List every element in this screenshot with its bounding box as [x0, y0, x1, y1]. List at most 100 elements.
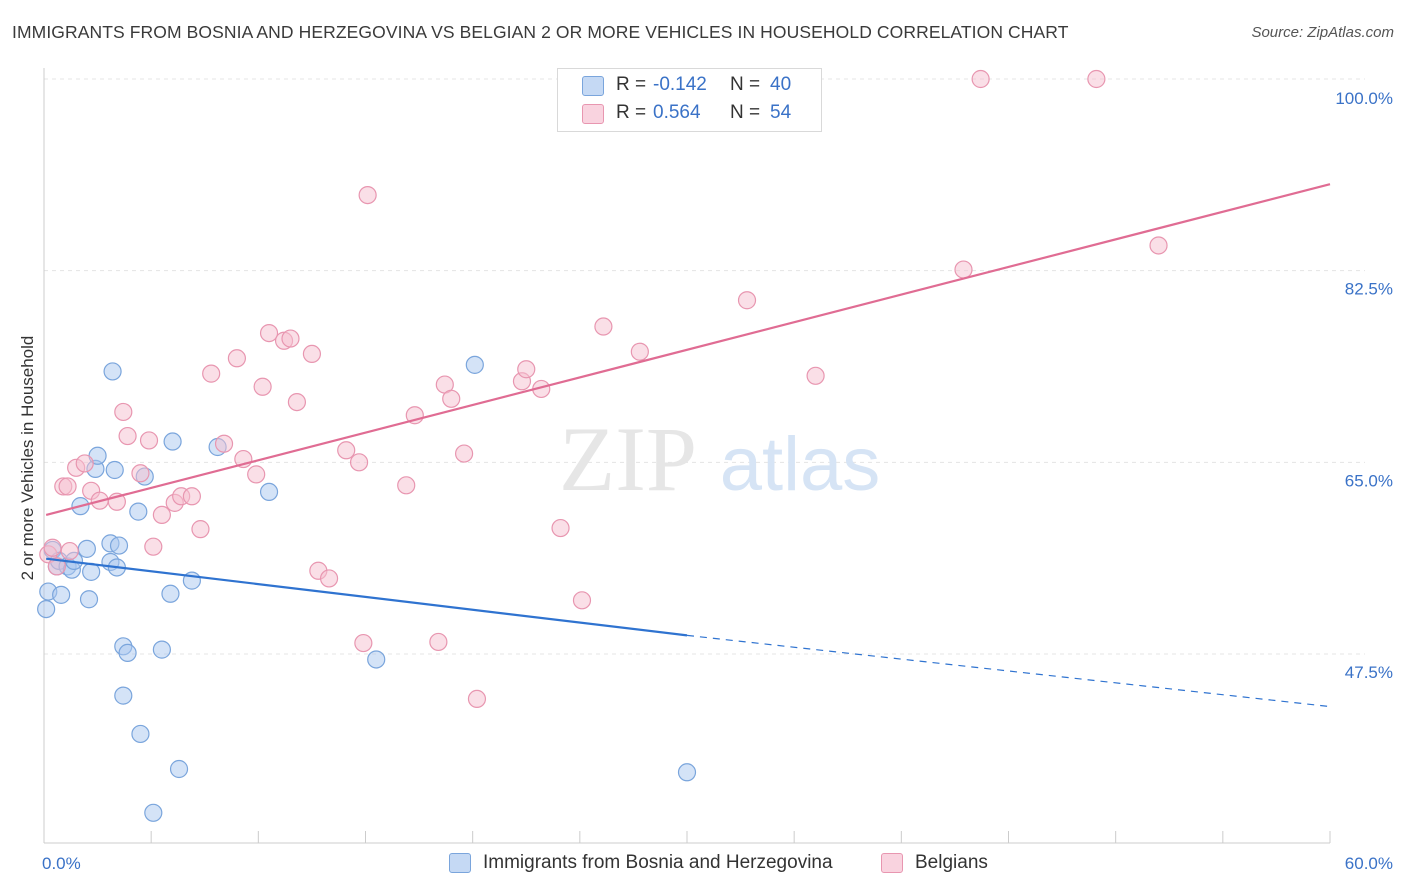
watermark-atlas: atlas [720, 422, 881, 507]
tick-labels: 47.5% 65.0% 82.5% 100.0% 0.0% 60.0% [42, 89, 1393, 873]
data-point-pink [114, 402, 133, 422]
data-point-blue [118, 643, 137, 663]
data-point-pink [442, 389, 461, 408]
data-point-pink [806, 366, 825, 385]
trend-line-extension-blue [686, 634, 1331, 708]
data-point-pink [60, 541, 79, 561]
data-point-pink [1087, 69, 1106, 89]
data-point-pink [319, 569, 339, 588]
data-point-blue [77, 539, 96, 558]
data-point-pink [594, 317, 613, 336]
data-point-pink [118, 426, 137, 446]
chart-title: IMMIGRANTS FROM BOSNIA AND HERZEGOVINA V… [12, 22, 1069, 42]
y-tick-label: 65.0% [1345, 471, 1393, 490]
data-point-pink [354, 633, 373, 653]
watermark: ZIP atlas [559, 408, 880, 510]
trend-line-pink [45, 183, 1331, 516]
bottom-legend-item-blue: Immigrants from Bosnia and Herzegovina [449, 852, 833, 874]
data-point-pink [227, 349, 246, 368]
data-point-pink [971, 69, 990, 89]
data-point-blue [129, 502, 148, 521]
bottom-legend-label-pink: Belgians [915, 852, 988, 873]
data-point-blue [109, 536, 129, 555]
data-point-pink [75, 454, 94, 473]
data-point-pink [551, 518, 570, 538]
data-point-pink [429, 632, 448, 652]
data-point-blue [37, 599, 56, 619]
data-point-pink [358, 185, 377, 205]
data-point-pink [253, 377, 272, 396]
data-point-pink [152, 505, 171, 525]
legend-swatch-blue [582, 76, 604, 96]
grid-lines [44, 78, 1365, 655]
data-point-blue [259, 482, 279, 502]
legend-n-label: N = [730, 102, 761, 123]
data-point-pink [281, 329, 300, 348]
data-point-pink [737, 291, 757, 310]
legend-box: R = -0.142 N = 40 R = 0.564 N = 54 [557, 68, 822, 132]
legend-r-label: R = [616, 74, 647, 95]
data-point-pink [58, 477, 77, 496]
axes [43, 68, 1331, 844]
data-point-blue [465, 355, 484, 374]
watermark-zip: ZIP [559, 408, 697, 510]
x-tick-label: 0.0% [42, 854, 81, 873]
trend-lines [45, 183, 1331, 708]
data-point-pink [954, 260, 973, 279]
data-point-pink [191, 520, 210, 539]
data-point-pink [182, 487, 201, 506]
bottom-legend: Immigrants from Bosnia and Herzegovina B… [0, 852, 1406, 876]
trend-line-blue [46, 557, 688, 637]
data-point-pink [287, 392, 307, 412]
source-label: Source: ZipAtlas.com [1251, 24, 1394, 41]
data-point-pink [131, 464, 150, 483]
data-point-pink [247, 465, 266, 484]
legend-n-value: 54 [770, 102, 792, 123]
data-point-pink [337, 441, 356, 460]
data-point-pink [214, 434, 234, 453]
bottom-legend-swatch-pink [881, 853, 903, 873]
data-point-pink [259, 323, 279, 343]
data-point-pink [1149, 236, 1168, 255]
data-point-pink [572, 591, 592, 610]
data-point-pink [302, 344, 322, 364]
legend-r-value: 0.564 [653, 102, 701, 123]
bottom-legend-item-pink: Belgians [881, 852, 988, 874]
data-point-pink [349, 453, 369, 472]
data-point-blue [367, 650, 386, 669]
data-point-blue [161, 584, 180, 603]
data-point-pink [139, 431, 159, 450]
data-point-blue [169, 759, 189, 779]
data-point-blue [163, 432, 182, 451]
data-point-blue [152, 640, 171, 659]
y-tick-label: 100.0% [1335, 89, 1393, 108]
data-point-pink [517, 360, 536, 379]
y-tick-label: 47.5% [1345, 663, 1393, 682]
x-tick-label: 60.0% [1345, 854, 1393, 873]
series-pink-points [39, 69, 1168, 709]
data-point-pink [630, 342, 649, 361]
data-point-blue [677, 763, 697, 782]
legend-r-value: -0.142 [653, 74, 707, 95]
data-point-blue [79, 590, 99, 609]
data-point-blue [131, 724, 150, 744]
legend-n-label: N = [730, 74, 761, 95]
data-point-blue [144, 803, 163, 822]
legend-r-label: R = [616, 102, 647, 123]
legend-swatch-pink [582, 104, 604, 124]
y-tick-label: 82.5% [1345, 280, 1393, 299]
data-point-blue [105, 460, 124, 480]
data-point-pink [467, 689, 487, 709]
data-point-blue [103, 362, 122, 381]
bottom-legend-swatch-blue [449, 853, 471, 873]
data-point-pink [144, 537, 163, 556]
data-point-pink [202, 364, 221, 383]
data-point-pink [397, 476, 416, 495]
data-point-pink [47, 557, 66, 576]
data-point-blue [52, 585, 71, 604]
data-point-pink [43, 538, 62, 557]
data-point-pink [454, 444, 474, 463]
bottom-legend-label-blue: Immigrants from Bosnia and Herzegovina [483, 852, 833, 873]
legend-n-value: 40 [770, 74, 792, 95]
